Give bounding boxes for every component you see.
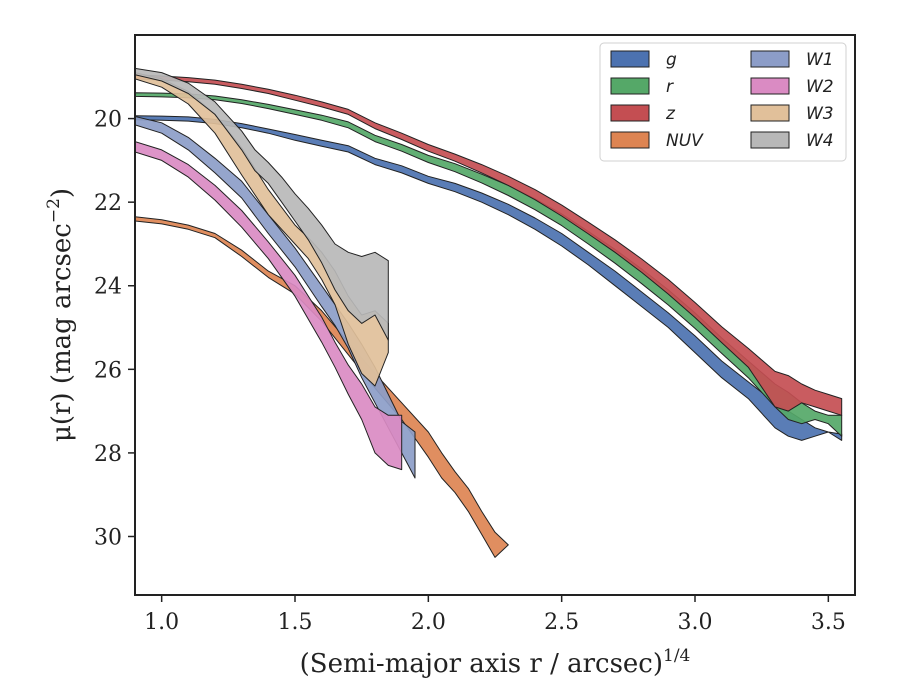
legend-swatch-w2 xyxy=(750,77,790,95)
x-tick-label: 1.0 xyxy=(144,610,179,635)
band-g xyxy=(135,115,843,441)
legend-label-w3: W3 xyxy=(806,104,834,124)
legend-swatch-r xyxy=(610,77,650,95)
y-tick-label: 28 xyxy=(94,442,122,467)
legend-swatch-g xyxy=(610,50,650,68)
legend: grz NUV W1 W2 W3 W4 xyxy=(599,42,847,162)
legend-label-r: r xyxy=(666,77,674,97)
y-tick-label: 20 xyxy=(94,108,122,133)
y-axis-label-superscript: −2 xyxy=(44,198,64,223)
y-axis-label: μ(r) (mag arcsec−2) xyxy=(44,188,77,442)
y-tick-label: 26 xyxy=(94,358,122,383)
legend-label-nuv: NUV xyxy=(666,131,704,151)
x-tick-label: 3.0 xyxy=(678,610,713,635)
y-axis-label-text: μ(r) (mag arcsec xyxy=(47,223,77,442)
legend-label-w1: W1 xyxy=(806,50,834,70)
legend-label-g: g xyxy=(666,50,677,70)
y-axis-ticks: 20 22 24 26 28 30 xyxy=(94,108,135,550)
band-w4 xyxy=(135,67,389,341)
x-tick-label: 2.5 xyxy=(544,610,579,635)
y-tick-label: 24 xyxy=(94,275,122,300)
x-axis-label: (Semi-major axis r / arcsec)1/4 xyxy=(300,646,691,679)
legend-swatch-nuv xyxy=(610,131,650,149)
x-axis-label-superscript: 1/4 xyxy=(663,646,690,666)
x-tick-label: 3.5 xyxy=(811,610,846,635)
x-axis-ticks: 1.0 1.5 2.0 2.5 3.0 3.5 xyxy=(144,595,846,635)
y-tick-label: 22 xyxy=(94,191,122,216)
legend-label-w2: W2 xyxy=(806,77,834,97)
profile-bands xyxy=(135,67,843,558)
band-w2 xyxy=(135,141,403,471)
legend-swatch-w4 xyxy=(750,131,790,149)
legend-swatch-w1 xyxy=(750,50,790,68)
x-tick-label: 2.0 xyxy=(411,610,446,635)
legend-swatch-w3 xyxy=(750,104,790,122)
legend-swatch-z xyxy=(610,104,650,122)
x-axis-label-text: (Semi-major axis r / arcsec) xyxy=(300,649,663,679)
legend-label-w4: W4 xyxy=(806,131,834,151)
y-axis-label-close: ) xyxy=(47,188,77,198)
plot-frame xyxy=(134,34,856,596)
band-z xyxy=(135,74,843,416)
x-tick-label: 1.5 xyxy=(278,610,313,635)
legend-label-z: z xyxy=(665,104,676,124)
y-tick-label: 30 xyxy=(94,525,122,550)
